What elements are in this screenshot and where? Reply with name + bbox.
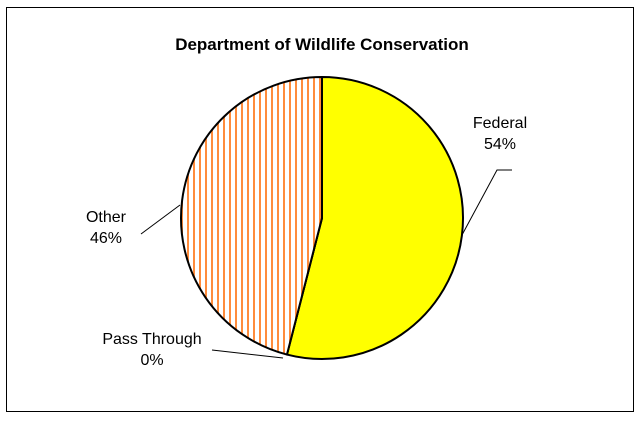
slice-label-other: Other — [86, 209, 127, 226]
leader-line-federal — [461, 169, 512, 236]
slice-label-pass-through: Pass Through — [102, 331, 201, 348]
pie-slices — [180, 76, 464, 360]
slice-percent-pass-through: 0% — [140, 352, 163, 369]
pie-slice-other — [180, 76, 323, 356]
slice-labels: Federal 54% Pass Through 0% Other 46% — [86, 115, 527, 369]
chart-title: Department of Wildlife Conservation — [175, 35, 469, 54]
slice-label-federal: Federal — [473, 115, 527, 132]
slice-percent-federal: 54% — [484, 136, 516, 153]
leader-line-pass-through — [211, 349, 284, 359]
slice-percent-other: 46% — [90, 230, 122, 247]
pie-slice-federal — [285, 76, 464, 360]
leader-line-other — [140, 204, 181, 235]
leader-lines — [140, 169, 512, 359]
